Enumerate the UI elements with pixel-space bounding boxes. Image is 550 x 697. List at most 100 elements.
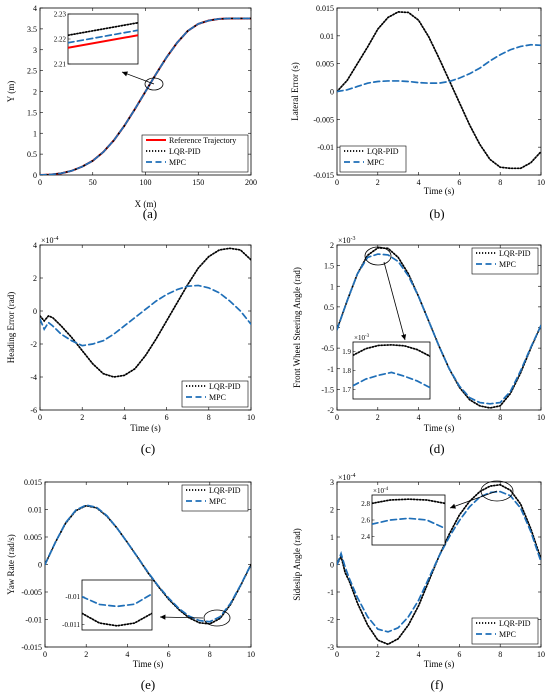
series-group <box>337 483 541 646</box>
legend: LQR-PID MPC <box>181 380 249 408</box>
x-tick-label: 100 <box>140 178 152 187</box>
y-axis-label: Front Wheel Steering Angle (rad) <box>292 267 302 388</box>
x-tick-label: 150 <box>192 178 204 187</box>
x-tick-label: 10 <box>537 178 545 187</box>
inset-series-group <box>372 498 445 530</box>
inset-multiplier-exponent: -3 <box>365 334 370 339</box>
zoom-arrow-head <box>401 334 407 340</box>
inset-series-line-lqr-pid <box>353 343 430 358</box>
inset-y-tick-label: -0.011 <box>62 621 80 629</box>
x-tick-label: 0 <box>38 178 42 187</box>
series-group <box>337 247 541 409</box>
axis-multiplier: ×10-3 <box>338 236 356 245</box>
y-tick-label: -0.01 <box>25 616 42 625</box>
y-tick-label: 1.5 <box>324 262 334 271</box>
zoom-ellipse <box>364 246 392 266</box>
legend-entry: LQR-PID <box>169 147 201 156</box>
series-line-lqr-pid <box>337 11 541 170</box>
axis-multiplier: ×10-4 <box>41 236 59 245</box>
y-tick-label: 0 <box>33 171 37 180</box>
y-tick-label: 0.01 <box>320 32 334 41</box>
y-tick-label: 1.5 <box>27 108 37 117</box>
zoom-arrow <box>449 490 498 509</box>
legend: LQR-PID MPC <box>471 247 539 275</box>
zoom-arrow-head <box>450 503 456 509</box>
x-axis-label: Time (s) <box>424 659 454 669</box>
x-tick-label: 0 <box>38 413 42 422</box>
inset-series-group <box>353 343 430 389</box>
y-tick-label: -1 <box>327 365 334 374</box>
legend-entry: LQR-PID <box>499 619 531 628</box>
y-tick-label: 0 <box>330 561 334 570</box>
y-tick-label: -0.015 <box>313 171 334 180</box>
y-tick-label: -3 <box>327 643 334 652</box>
y-tick-label: 3 <box>330 478 334 487</box>
y-tick-label: 3 <box>33 46 37 55</box>
y-tick-label: -0.015 <box>21 643 42 652</box>
x-axis-label: Time (s) <box>133 659 163 669</box>
inset: -0.01 -0.011 <box>62 579 153 631</box>
y-tick-label: 1 <box>33 129 37 138</box>
x-tick-label: 10 <box>537 413 545 422</box>
y-tick-label: 0 <box>330 88 334 97</box>
y-tick-label: 4 <box>33 241 37 250</box>
zoom-ellipse <box>144 77 164 91</box>
inset-frame <box>352 341 431 400</box>
x-tick-label: 200 <box>245 178 257 187</box>
y-tick-label: -0.005 <box>21 588 42 597</box>
x-tick-label: 6 <box>457 650 461 659</box>
zoom-ellipse <box>480 480 514 502</box>
x-tick-label: 0 <box>335 650 339 659</box>
series-group <box>40 247 251 378</box>
series-group <box>337 11 541 170</box>
legend: Reference Trajectory LQR-PID MPC <box>141 134 249 173</box>
y-tick-label: 2 <box>330 506 334 515</box>
y-tick-label: 0.5 <box>27 150 37 159</box>
legend-entry: Reference Trajectory <box>169 136 236 145</box>
y-tick-label: -2 <box>30 340 37 349</box>
series-group <box>40 17 251 175</box>
inset-y-tick-label: 2.4 <box>361 533 370 541</box>
chart-c: 0 2 4 6 8 10 -6 -4 -2 0 2 4 ×10-4 Time (s) Heading Err… <box>6 236 255 456</box>
legend-box <box>141 134 249 173</box>
zoom-arrow <box>383 261 407 341</box>
series-line-mpc <box>45 504 251 623</box>
chart-e: 0 2 4 6 8 10 -0.015 -0.01 -0.005 0 0.005 0.01 0.015 T… <box>6 478 255 692</box>
y-tick-label: 0.005 <box>316 60 334 69</box>
legend-entry: MPC <box>367 158 384 167</box>
x-axis-label: Time (s) <box>424 186 454 196</box>
y-tick-label: 0.01 <box>28 506 42 515</box>
x-tick-label: 0 <box>43 650 47 659</box>
x-tick-label: 2 <box>84 650 88 659</box>
x-tick-label: 6 <box>167 650 171 659</box>
zoom-arrow-head <box>122 71 128 77</box>
inset-multiplier-exponent: -4 <box>384 487 389 492</box>
inset: 2.21 2.22 2.23 <box>54 11 139 69</box>
legend-entry: MPC <box>209 393 226 402</box>
x-tick-label: 6 <box>457 413 461 422</box>
legend-entry: LQR-PID <box>499 249 531 258</box>
x-tick-label: 50 <box>89 178 97 187</box>
inset-series-line-mpc <box>82 593 152 608</box>
x-tick-label: 10 <box>247 650 255 659</box>
y-tick-label: -2 <box>327 406 334 415</box>
x-tick-label: 2 <box>80 413 84 422</box>
legend-entry: MPC <box>499 260 516 269</box>
panel-caption: (d) <box>429 441 444 456</box>
zoom-ellipse <box>203 609 231 627</box>
x-tick-label: 0 <box>335 178 339 187</box>
series-line-mpc <box>40 284 251 347</box>
legend-entry: LQR-PID <box>209 486 241 495</box>
inset-frame <box>81 579 153 631</box>
x-tick-label: 8 <box>208 650 212 659</box>
panel-caption: (b) <box>429 206 444 221</box>
inset-series-line-lqr-pid <box>68 21 138 37</box>
series-line-mpc <box>40 17 251 175</box>
x-tick-label: 4 <box>122 413 126 422</box>
x-tick-label: 6 <box>165 413 169 422</box>
y-axis-label: Yaw Rate (rad/s) <box>6 534 16 595</box>
x-tick-label: 8 <box>207 413 211 422</box>
y-tick-label: 2 <box>33 88 37 97</box>
inset-y-tick-label: 2.8 <box>361 500 370 508</box>
zoom-arrow <box>159 614 204 620</box>
